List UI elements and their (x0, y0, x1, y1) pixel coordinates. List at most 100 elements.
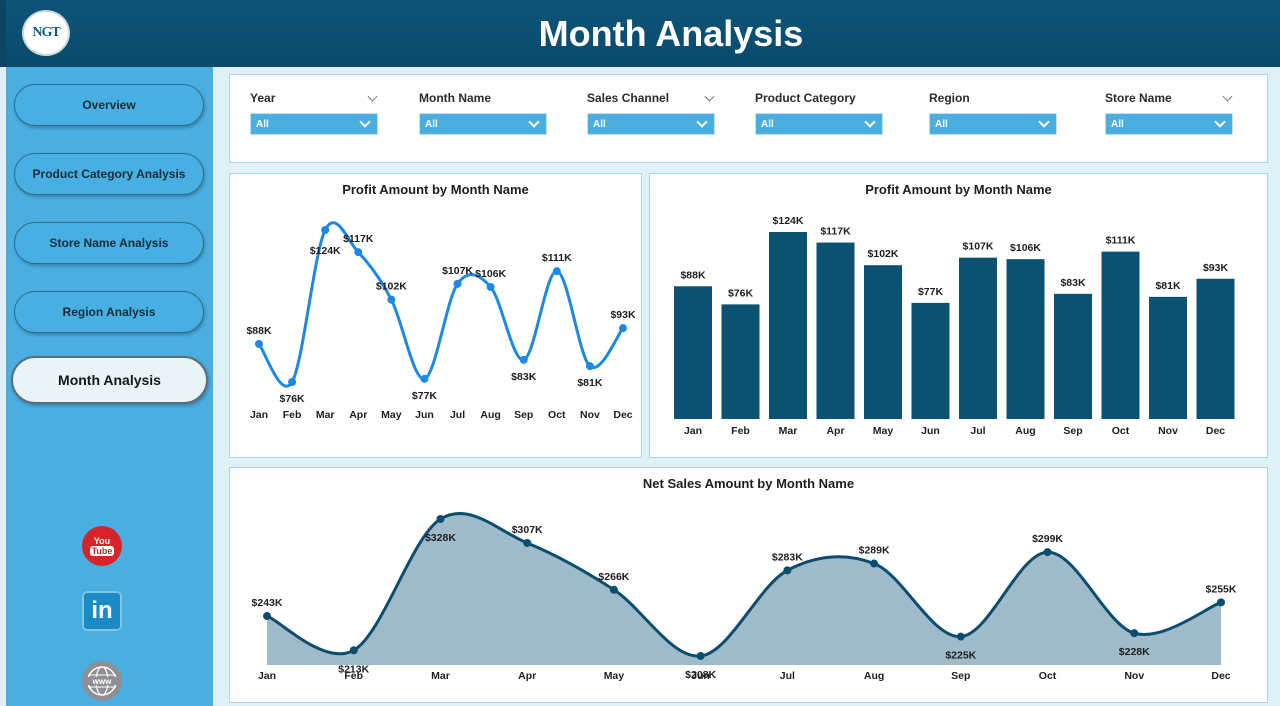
slicer-store-name-dropdown[interactable]: All (1105, 113, 1233, 135)
area-x-tick-label: Jun (691, 670, 710, 682)
area-x-tick-label: Apr (518, 670, 536, 682)
line-x-tick-label: Apr (349, 409, 367, 421)
bar-data-label: $106K (1010, 242, 1041, 254)
line-point-apr (354, 248, 363, 257)
line-x-tick-label: Mar (316, 409, 335, 421)
chevron-down-icon (1038, 116, 1050, 128)
line-data-label: $93K (610, 309, 636, 321)
line-data-label: $102K (376, 281, 407, 293)
bar-sep (1054, 293, 1092, 419)
line-point-aug (486, 283, 495, 291)
line-x-tick-label: Oct (548, 409, 566, 421)
net-sales-area-chart-title: Net Sales Amount by Month Name (642, 476, 855, 491)
company-logo[interactable]: NGT (22, 10, 70, 56)
line-x-tick-label: Dec (613, 409, 632, 421)
bar-x-tick-label: Jun (921, 425, 940, 437)
slicer-month-name-value: All (425, 119, 438, 130)
youtube-icon[interactable]: You Tube (82, 526, 122, 566)
bar-x-tick-label: May (873, 425, 894, 437)
line-point-nov (585, 362, 594, 371)
bar-oct (1101, 251, 1140, 419)
chevron-down-icon (528, 116, 540, 128)
slicer-product-category-value: All (761, 119, 774, 130)
bar-jul (959, 257, 997, 419)
area-x-tick-label: Jan (258, 670, 276, 682)
slicer-product-category-dropdown[interactable]: All (755, 113, 883, 135)
bar-dec (1196, 278, 1235, 419)
line-data-label: $76K (280, 393, 306, 405)
slicer-month-name-dropdown[interactable]: All (419, 113, 547, 135)
slicer-store-name-label: Store Name (1105, 91, 1172, 105)
bar-jan (674, 286, 712, 419)
line-x-tick-label: Aug (480, 409, 500, 421)
slicer-region-dropdown[interactable]: All (929, 113, 1057, 135)
bar-data-label: $107K (963, 241, 994, 253)
nav-overview-button[interactable]: Overview (14, 84, 204, 126)
nav-product-category-analysis-button[interactable]: Product Category Analysis (14, 153, 204, 195)
linkedin-icon[interactable]: in (82, 591, 122, 631)
slicer-year-value: All (256, 119, 269, 130)
area-point-mar (436, 515, 445, 523)
slicer-region-label: Region (929, 91, 970, 105)
nav-region-analysis-button[interactable]: Region Analysis (14, 291, 204, 333)
slicer-region: Region All (929, 89, 1057, 135)
net-sales-area-fill (267, 513, 1221, 665)
nav-month-analysis-button[interactable]: Month Analysis (11, 356, 208, 404)
nav-store-name-analysis-button[interactable]: Store Name Analysis (14, 222, 204, 264)
header-bar: NGT Month Analysis (0, 0, 1280, 67)
chevron-down-icon (864, 116, 876, 128)
area-data-label: $208K (685, 669, 716, 681)
bar-data-label: $117K (820, 226, 851, 238)
line-data-label: $111K (542, 252, 572, 264)
area-x-tick-label: Nov (1124, 670, 1144, 682)
globe-icon-graphic: www (87, 666, 117, 696)
area-point-apr (523, 538, 532, 547)
slicer-year: Year All (250, 89, 378, 135)
profit-bar-chart: $88K Jan $76K Feb $124K Mar $117K Apr $102K May $7… (674, 215, 1235, 437)
area-data-label: $328K (425, 532, 456, 544)
slicer-sales-channel-value: All (593, 119, 606, 130)
area-x-tick-label: Mar (431, 670, 450, 682)
line-x-tick-label: Nov (580, 409, 600, 421)
slicer-sales-channel-dropdown[interactable]: All (587, 113, 715, 135)
slicer-sales-channel-label: Sales Channel (587, 91, 670, 105)
bar-x-tick-label: Dec (1206, 425, 1225, 437)
area-data-label: $283K (772, 551, 803, 563)
bar-x-tick-label: Nov (1158, 425, 1178, 437)
slicer-product-category: Product Category All (755, 89, 883, 135)
line-data-label: $107K (442, 265, 473, 277)
area-point-dec (1217, 598, 1225, 607)
line-data-label: $81K (577, 377, 603, 389)
profit-bar-chart-title: Profit Amount by Month Name (865, 182, 1052, 197)
youtube-icon-text-bottom: Tube (89, 546, 115, 556)
slicer-year-dropdown[interactable]: All (250, 113, 378, 135)
area-data-label: $266K (598, 571, 629, 583)
globe-icon[interactable]: www (82, 661, 122, 701)
line-point-dec (619, 324, 627, 333)
bar-data-label: $76K (728, 287, 754, 299)
line-point-sep (519, 355, 528, 364)
area-data-label: $299K (1032, 533, 1063, 545)
line-data-label: $117K (343, 233, 374, 245)
bar-data-label: $111K (1106, 235, 1136, 247)
bar-data-label: $81K (1155, 280, 1181, 292)
area-data-label: $307K (512, 524, 543, 536)
bar-apr (816, 242, 855, 419)
bar-feb (721, 304, 760, 419)
logo-text: NGT (32, 25, 60, 40)
bar-x-tick-label: Jan (684, 425, 702, 437)
area-x-tick-label: Dec (1211, 670, 1230, 682)
area-point-aug (870, 559, 879, 568)
area-point-jun (696, 652, 705, 660)
line-point-jul (453, 279, 462, 288)
sidebar: Overview Product Category Analysis Store… (6, 67, 213, 706)
page-title: Month Analysis (538, 13, 804, 54)
area-x-tick-label: Jul (780, 670, 795, 682)
profit-bar-chart-panel: Profit Amount by Month Name $88K Jan $76K F… (649, 173, 1268, 458)
area-x-tick-label: Feb (344, 670, 363, 682)
bar-x-tick-label: Apr (826, 425, 844, 437)
line-x-tick-label: Jun (415, 409, 434, 421)
chevron-down-icon (1214, 116, 1226, 128)
area-x-tick-label: Aug (864, 670, 884, 682)
bar-x-tick-label: Mar (779, 425, 798, 437)
